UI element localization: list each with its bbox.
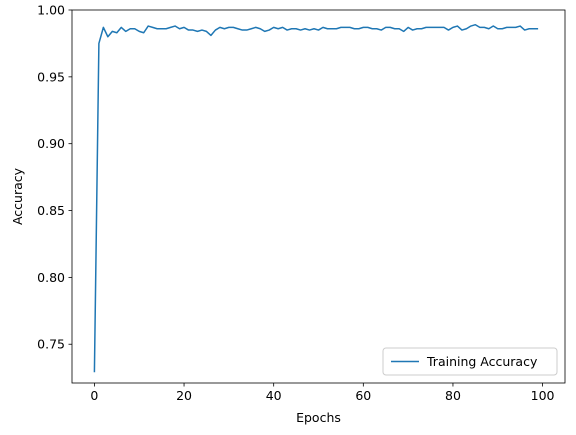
- series-line-training-accuracy: [93, 23, 539, 373]
- y-tick-label: 0.80: [37, 270, 65, 285]
- y-tick-label: 0.95: [37, 69, 65, 84]
- x-tick-label: 0: [90, 388, 98, 403]
- axes-frame: [71, 9, 566, 384]
- x-axis-ticks: 0 20 40 60 80 100: [90, 383, 555, 403]
- legend-box: [382, 347, 558, 376]
- x-tick-label: 100: [531, 388, 555, 403]
- x-tick-label: 40: [266, 388, 282, 403]
- series-layer: [93, 23, 539, 373]
- y-axis-label: Accuracy: [10, 167, 25, 225]
- x-axis-label: Epochs: [296, 410, 341, 425]
- x-tick-label: 80: [445, 388, 461, 403]
- y-axis-ticks: 0.75 0.80 0.85 0.90 0.95 1.00: [37, 3, 72, 352]
- x-tick-label: 60: [355, 388, 371, 403]
- y-tick-label: 1.00: [37, 3, 65, 18]
- legend-label: Training Accuracy: [426, 354, 538, 369]
- y-tick-label: 0.85: [37, 203, 65, 218]
- y-tick-label: 0.90: [37, 136, 65, 151]
- y-tick-label: 0.75: [37, 337, 65, 352]
- x-tick-label: 20: [176, 388, 192, 403]
- plot-area: [71, 9, 566, 384]
- legend: Training Accuracy: [382, 347, 558, 376]
